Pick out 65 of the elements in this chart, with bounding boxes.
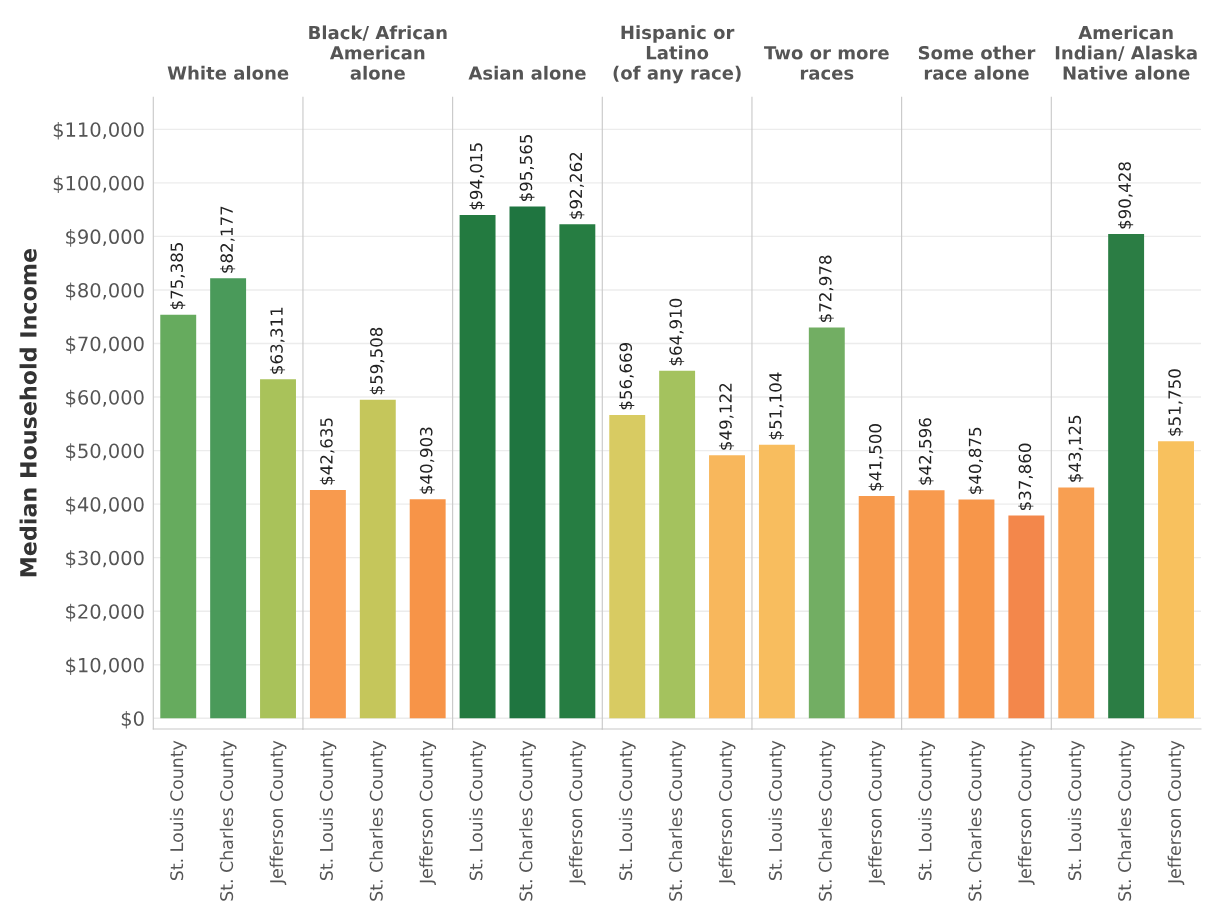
chart-title: Some other race alone [918,45,1036,80]
x-tick-label: Jefferson County [1167,740,1185,885]
x-tick-label: St. Charles County [369,740,387,901]
y-tick-label: $0 [121,710,144,729]
data-label: $75,385 [170,243,186,310]
data-label: $43,125 [1068,415,1084,482]
x-tick-label: St. Louis County [1067,740,1085,881]
x-tick-label: St. Charles County [1117,740,1135,901]
chart-title: Two or more races [764,46,889,80]
x-tick-label: St. Charles County [968,740,985,901]
chart-title: Hispanic or Latino (of any race) [613,25,741,84]
x-tick-label: St. Louis County [319,740,337,881]
data-label: $95,565 [519,134,535,202]
x-tick-label: St. Louis County [469,740,486,881]
data-label: $51,750 [1167,369,1184,436]
x-tick-label: St. Charles County [818,740,836,901]
chart-title: Black/ African American alone [309,25,447,80]
bar [160,314,197,719]
y-tick-label: $30,000 [66,550,144,568]
data-label: $41,500 [868,424,884,491]
data-label: $82,177 [220,206,236,273]
x-tick-label: St. Charles County [219,740,237,901]
data-label: $59,508 [369,327,385,395]
x-tick-label: St. Louis County [169,740,187,881]
x-tick-label: Jefferson County [868,740,886,885]
bar [210,278,247,719]
y-tick-label: $70,000 [66,336,144,354]
data-label: $90,428 [1118,162,1134,229]
data-label: $49,122 [718,383,735,450]
data-label: $51,104 [768,372,784,440]
y-tick-label: $90,000 [66,229,144,247]
data-label: $42,635 [319,418,335,485]
data-label: $37,860 [1018,443,1034,511]
chart-title: White alone [167,65,289,80]
x-tick-label: St. Louis County [768,740,786,881]
y-tick-label: $20,000 [66,603,144,622]
data-label: $94,015 [469,143,485,210]
x-tick-label: Jefferson County [718,740,736,885]
x-tick-label: St. Charles County [668,740,686,901]
data-label: $63,311 [269,307,286,374]
y-tick-label: $10,000 [66,657,144,676]
y-tick-label: $100,000 [53,175,144,194]
chart-title: American Indian/ Alaska Native alone [1055,25,1197,80]
x-tick-label: St. Louis County [618,740,636,881]
y-tick-label: $60,000 [66,389,144,408]
x-tick-label: Jefferson County [568,740,586,885]
data-label: $56,669 [619,342,635,410]
chart-title: Asian alone [468,65,586,80]
x-tick-label: St. Charles County [519,740,536,901]
x-tick-label: Jefferson County [1017,740,1035,885]
y-tick-label: $40,000 [66,496,144,515]
data-label: $40,903 [419,427,435,494]
y-tick-label: $50,000 [66,443,144,461]
data-label: $64,910 [669,298,685,366]
x-tick-label: Jefferson County [269,740,287,885]
data-label: $42,596 [918,418,934,485]
data-label: $72,978 [818,255,834,323]
data-label: $92,262 [569,152,585,219]
x-tick-label: St. Louis County [918,740,935,881]
x-tick-label: Jefferson County [419,740,437,885]
y-tick-label: $80,000 [66,282,144,301]
data-label: $40,875 [968,427,984,494]
y-axis-title: Median Household Income [19,249,37,577]
bar [260,379,296,719]
y-tick-label: $110,000 [53,121,144,140]
